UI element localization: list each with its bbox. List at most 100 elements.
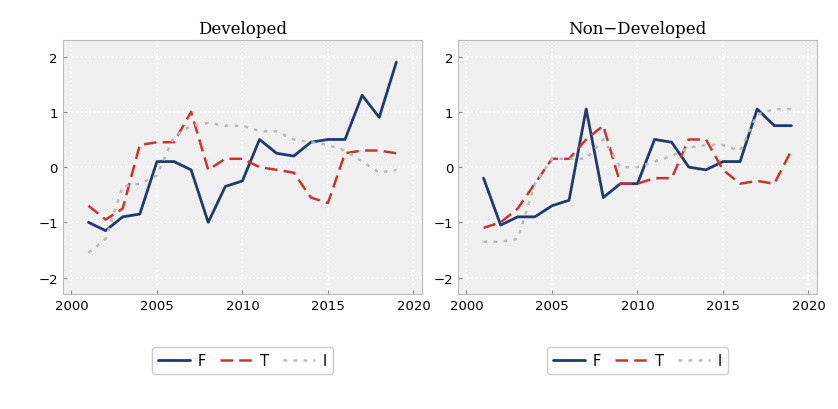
- T: [101, 218, 111, 222]
- Legend: F, T, I: F, T, I: [153, 347, 333, 374]
- F: [513, 215, 523, 220]
- F: [306, 140, 316, 145]
- T: [289, 171, 299, 175]
- I: [547, 157, 557, 162]
- F: [289, 154, 299, 159]
- I: [306, 140, 316, 145]
- F: [272, 151, 282, 156]
- F: [735, 160, 745, 165]
- I: [289, 138, 299, 143]
- T: [633, 182, 643, 187]
- Line: I: I: [89, 124, 396, 253]
- F: [684, 165, 694, 170]
- T: [169, 140, 179, 145]
- I: [272, 129, 282, 134]
- I: [340, 149, 350, 154]
- T: [323, 201, 333, 206]
- T: [272, 168, 282, 173]
- F: [101, 229, 111, 234]
- F: [633, 182, 643, 187]
- T: [135, 143, 145, 148]
- F: [786, 124, 796, 129]
- Line: I: I: [484, 110, 791, 242]
- I: [753, 113, 763, 118]
- I: [564, 157, 574, 162]
- T: [237, 157, 247, 162]
- T: [786, 149, 796, 154]
- F: [581, 107, 591, 112]
- I: [786, 107, 796, 112]
- F: [220, 184, 230, 189]
- I: [203, 121, 213, 126]
- T: [753, 179, 763, 184]
- I: [735, 149, 745, 154]
- F: [530, 215, 540, 220]
- F: [547, 204, 557, 209]
- F: [357, 94, 367, 99]
- F: [375, 116, 385, 121]
- I: [375, 171, 385, 175]
- T: [598, 124, 608, 129]
- I: [169, 135, 179, 140]
- T: [667, 176, 677, 181]
- T: [478, 226, 489, 231]
- I: [186, 124, 196, 129]
- I: [478, 240, 489, 245]
- F: [340, 138, 350, 143]
- T: [649, 176, 660, 181]
- T: [255, 165, 265, 170]
- I: [101, 237, 111, 242]
- T: [684, 138, 694, 143]
- F: [84, 220, 94, 225]
- F: [169, 160, 179, 165]
- T: [581, 138, 591, 143]
- T: [718, 168, 728, 173]
- F: [237, 179, 247, 184]
- I: [769, 107, 779, 112]
- F: [649, 138, 660, 143]
- F: [117, 215, 127, 220]
- T: [357, 149, 367, 154]
- I: [135, 182, 145, 187]
- F: [598, 196, 608, 200]
- I: [152, 173, 162, 178]
- I: [357, 160, 367, 165]
- T: [375, 149, 385, 154]
- F: [186, 168, 196, 173]
- Legend: F, T, I: F, T, I: [547, 347, 727, 374]
- I: [237, 124, 247, 129]
- F: [701, 168, 711, 173]
- I: [323, 143, 333, 148]
- Line: T: T: [89, 112, 396, 220]
- Title: Non−Developed: Non−Developed: [568, 21, 706, 38]
- T: [340, 151, 350, 156]
- I: [84, 251, 94, 256]
- I: [530, 182, 540, 187]
- T: [530, 182, 540, 187]
- F: [152, 160, 162, 165]
- T: [84, 204, 94, 209]
- T: [306, 196, 316, 200]
- I: [220, 124, 230, 129]
- T: [769, 182, 779, 187]
- T: [615, 182, 625, 187]
- I: [598, 138, 608, 143]
- F: [478, 176, 489, 181]
- T: [391, 151, 401, 156]
- T: [186, 110, 196, 115]
- I: [495, 240, 505, 245]
- T: [220, 157, 230, 162]
- T: [203, 168, 213, 173]
- I: [667, 154, 677, 159]
- I: [684, 146, 694, 151]
- I: [513, 237, 523, 242]
- F: [135, 212, 145, 217]
- I: [391, 168, 401, 173]
- F: [615, 182, 625, 187]
- Line: F: F: [89, 63, 396, 231]
- I: [649, 160, 660, 165]
- I: [701, 143, 711, 148]
- I: [633, 165, 643, 170]
- I: [117, 184, 127, 189]
- F: [718, 160, 728, 165]
